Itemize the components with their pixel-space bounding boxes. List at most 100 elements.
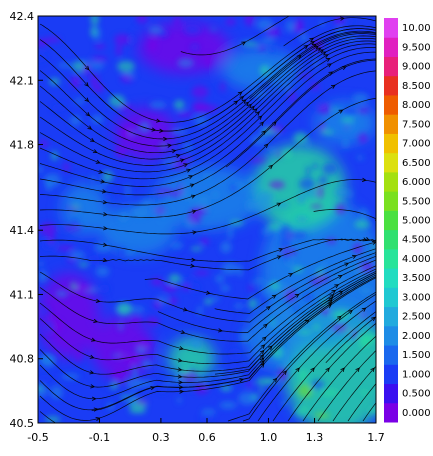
streamline-arrowhead xyxy=(327,63,333,68)
streamline-arrowhead xyxy=(178,385,184,390)
colorbar-label: 0.500 xyxy=(402,389,431,400)
streamline-arrowhead xyxy=(177,374,183,379)
field-speck xyxy=(264,349,269,357)
streamline xyxy=(313,209,376,220)
streamline xyxy=(39,97,376,218)
field-speck xyxy=(131,205,150,218)
field-speck xyxy=(299,177,315,191)
colorbar-label: 6.500 xyxy=(402,158,431,169)
field-speck xyxy=(299,368,308,383)
field-speck xyxy=(279,236,291,250)
streamline-arrowhead xyxy=(361,177,367,182)
colorbar: 0.000 0.500 1.000 1.500 2.000 2.500 3.000 3.500… xyxy=(384,18,431,423)
field-speck xyxy=(342,342,349,350)
field-speck xyxy=(78,262,88,268)
field-speck xyxy=(114,33,131,46)
streamline-arrowhead xyxy=(237,91,243,96)
streamline-arrowhead xyxy=(268,164,274,170)
field-speck xyxy=(140,198,154,209)
colorbar-label: 10.00 xyxy=(402,23,431,34)
field-speck xyxy=(38,374,53,382)
field-speck xyxy=(297,192,306,205)
field-speck xyxy=(229,220,244,226)
field-speck xyxy=(76,285,93,293)
y-tick-label: 40.8 xyxy=(10,353,35,366)
field-speck xyxy=(45,178,53,192)
field-speck xyxy=(258,80,273,93)
field-speck xyxy=(138,120,151,134)
field-speck xyxy=(170,242,184,249)
field-speck xyxy=(118,104,133,111)
streamline-arrowhead xyxy=(179,389,185,394)
streamline-arrowhead xyxy=(188,175,194,180)
colorbar-label: 4.000 xyxy=(402,254,431,265)
colorbar-label: 2.500 xyxy=(402,312,431,323)
field-speck xyxy=(285,20,294,33)
field-speck xyxy=(94,44,106,49)
field-speck xyxy=(152,193,168,200)
field-speck xyxy=(322,389,339,397)
field-speck xyxy=(220,81,226,93)
streamline-arrowhead xyxy=(319,49,325,54)
streamline xyxy=(39,179,376,235)
field-speck xyxy=(195,103,203,112)
field-speck xyxy=(38,385,45,390)
streamline-arrowhead xyxy=(323,54,329,59)
streamline-arrowhead xyxy=(151,127,157,132)
streamline-arrowhead xyxy=(261,336,267,341)
field-speck xyxy=(279,249,298,256)
streamline-arrowhead xyxy=(241,41,247,46)
streamline-arrowhead xyxy=(91,396,97,401)
field-speck xyxy=(74,98,85,105)
colorbar-swatch xyxy=(384,345,398,365)
streamline-arrowhead xyxy=(192,230,198,235)
field-speck xyxy=(257,45,266,51)
field-speck xyxy=(156,188,175,195)
field-speck xyxy=(95,266,110,277)
field-speck xyxy=(192,337,203,350)
field-speck xyxy=(319,19,325,28)
colorbar-swatch xyxy=(384,37,398,57)
streamline-arrowhead xyxy=(327,304,332,309)
streamline-arrowhead xyxy=(278,247,284,252)
field-speck xyxy=(88,255,100,265)
streamline-arrowhead xyxy=(272,121,277,126)
field-speck xyxy=(200,237,209,245)
streamline-arrowhead xyxy=(163,136,168,142)
streamline xyxy=(39,238,376,262)
streamline xyxy=(39,259,376,342)
streamline-arrowhead xyxy=(325,367,330,373)
streamline-arrowhead xyxy=(259,349,265,355)
field-speck xyxy=(289,90,296,103)
y-tick-label: 41.4 xyxy=(10,224,35,237)
field-speck xyxy=(104,194,113,200)
streamline-arrows xyxy=(84,16,376,422)
field-speck xyxy=(116,302,133,315)
field-speck xyxy=(177,57,194,68)
colorbar-swatch xyxy=(384,287,398,308)
colorbar-label: 9.000 xyxy=(402,62,431,73)
field-speck xyxy=(334,188,349,197)
field-speck xyxy=(260,37,275,44)
colorbar-swatch xyxy=(384,191,398,211)
field-speck xyxy=(45,36,61,43)
field-region xyxy=(253,144,346,231)
field-speck xyxy=(290,231,308,240)
streamline-arrowhead xyxy=(179,158,185,163)
streamline xyxy=(180,16,290,56)
field-speck xyxy=(176,111,194,118)
field-speck xyxy=(277,224,292,237)
field-speck xyxy=(318,175,328,186)
field-speck xyxy=(352,309,363,317)
field-speck xyxy=(266,26,281,38)
field-speck xyxy=(220,284,230,292)
field-speck xyxy=(255,199,273,213)
field-speck xyxy=(310,204,323,209)
field-speck xyxy=(313,324,319,331)
field-speck xyxy=(173,16,181,27)
field-speck xyxy=(70,250,86,260)
streamline-arrowhead xyxy=(84,65,90,71)
colorbar-label: 7.000 xyxy=(402,139,431,150)
field-speck xyxy=(38,38,49,47)
field-speck xyxy=(237,264,243,278)
